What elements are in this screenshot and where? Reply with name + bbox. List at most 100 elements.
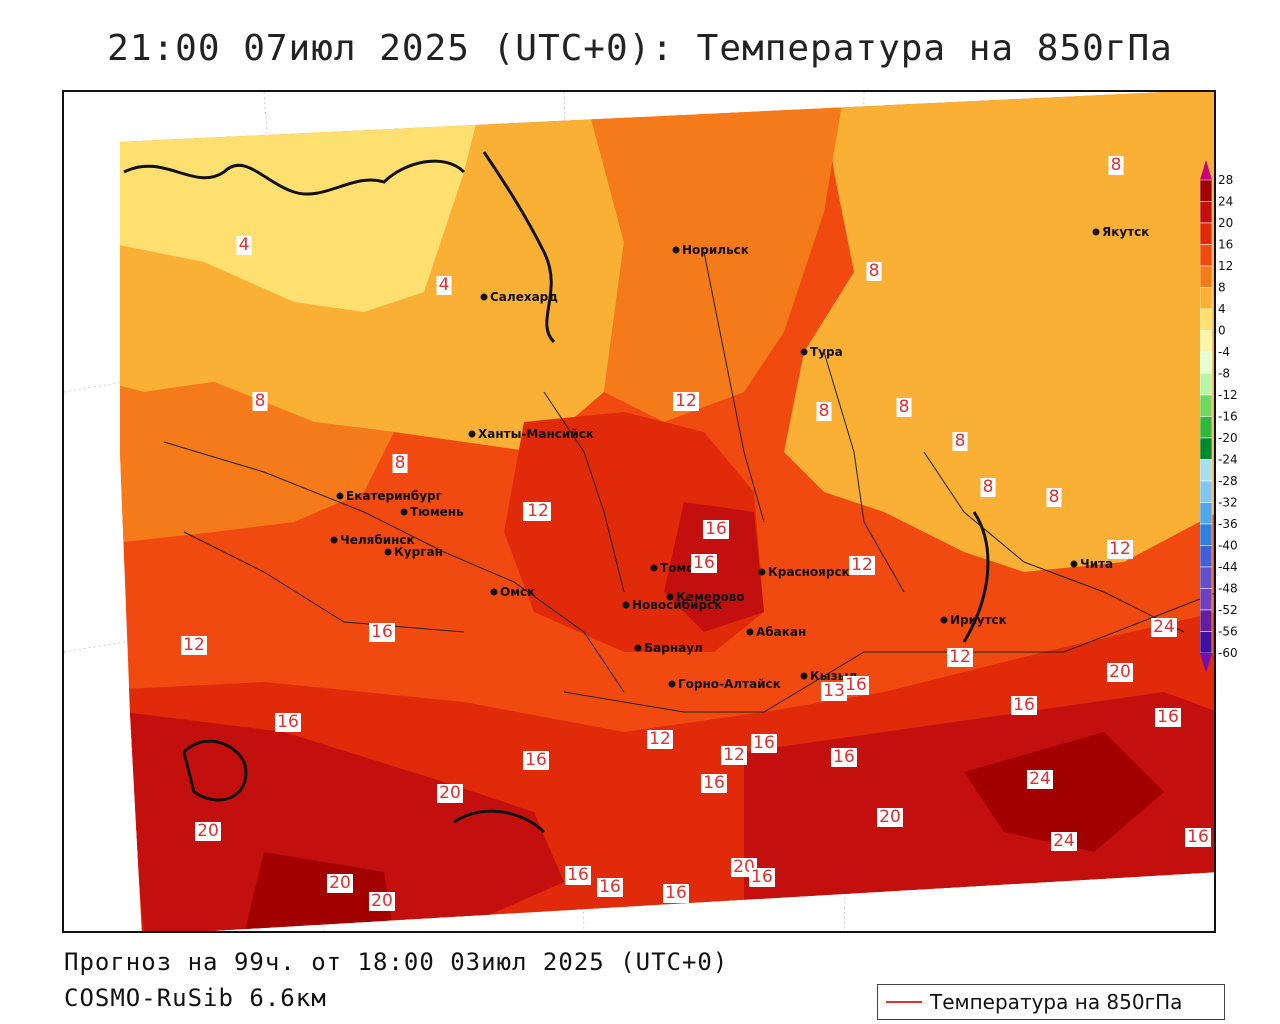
svg-text:16: 16 xyxy=(693,553,715,573)
svg-text:20: 20 xyxy=(329,873,351,893)
colorbar-segment xyxy=(1200,416,1213,439)
svg-text:16: 16 xyxy=(665,883,687,903)
isotherm-label: 4 xyxy=(236,235,252,255)
svg-text:12: 12 xyxy=(851,555,873,575)
colorbar-tick-label: -20 xyxy=(1218,431,1238,445)
colorbar-segment xyxy=(1200,244,1213,267)
svg-text:8: 8 xyxy=(869,261,880,281)
isotherm-label: 24 xyxy=(1051,831,1077,851)
svg-text:8: 8 xyxy=(899,397,910,417)
isotherm-label: 8 xyxy=(866,261,882,281)
colorbar-tick-label: -24 xyxy=(1218,453,1238,467)
svg-text:16: 16 xyxy=(751,867,773,887)
isotherm-label: 8 xyxy=(1108,155,1124,175)
colorbar-segment xyxy=(1200,480,1213,503)
svg-text:8: 8 xyxy=(1049,487,1060,507)
colorbar-segment xyxy=(1200,566,1213,589)
colorbar-tick-label: 24 xyxy=(1218,195,1233,209)
cities-layer: Норильск Якутск Салехард Тура Ханты-Мансийск… xyxy=(330,225,1149,691)
svg-text:20: 20 xyxy=(371,891,393,911)
svg-text:13: 13 xyxy=(823,681,845,701)
colorbar-bottom-arrow xyxy=(1200,653,1212,673)
city-marker xyxy=(1092,228,1100,236)
svg-text:8: 8 xyxy=(955,431,966,451)
isotherm-label: 16 xyxy=(843,675,869,695)
legend-line-swatch xyxy=(886,1001,922,1003)
svg-text:20: 20 xyxy=(879,807,901,827)
colorbar-segment xyxy=(1200,201,1213,224)
city-label: Кемерово xyxy=(676,590,745,604)
svg-text:16: 16 xyxy=(753,733,775,753)
colorbar-tick-label: -40 xyxy=(1218,539,1238,553)
isotherm-label: 16 xyxy=(1155,707,1181,727)
colorbar-tick-label: -4 xyxy=(1218,345,1230,359)
city-label: Красноярск xyxy=(768,565,850,579)
map-legend: Температура на 850гПа xyxy=(877,984,1225,1020)
isotherm-label: 8 xyxy=(252,391,268,411)
city-label: Горно-Алтайск xyxy=(678,677,781,691)
city-label: Барнаул xyxy=(644,641,703,655)
city-marker xyxy=(800,672,808,680)
svg-text:12: 12 xyxy=(949,647,971,667)
colorbar-tick-label: 4 xyxy=(1218,302,1226,316)
isotherm-label: 12 xyxy=(1107,539,1133,559)
svg-text:16: 16 xyxy=(845,675,867,695)
colorbar-segment xyxy=(1200,373,1213,396)
colorbar-top-arrow xyxy=(1200,160,1212,180)
svg-text:20: 20 xyxy=(439,783,461,803)
city-label: Тура xyxy=(810,345,843,359)
colorbar-tick-label: -60 xyxy=(1218,646,1238,660)
city-label: Салехард xyxy=(490,290,558,304)
svg-text:8: 8 xyxy=(1111,155,1122,175)
city-marker xyxy=(622,601,630,609)
svg-text:16: 16 xyxy=(599,877,621,897)
colorbar-segment xyxy=(1200,523,1213,546)
svg-text:24: 24 xyxy=(1029,769,1051,789)
colorbar-tick-label: -48 xyxy=(1218,582,1238,596)
colorbar-segment xyxy=(1200,179,1213,202)
isotherm-label: 16 xyxy=(691,553,717,573)
svg-text:16: 16 xyxy=(371,622,393,642)
svg-text:12: 12 xyxy=(723,745,745,765)
temperature-map xyxy=(64,92,1214,931)
colorbar-segment xyxy=(1200,437,1213,460)
svg-text:16: 16 xyxy=(1013,695,1035,715)
svg-text:16: 16 xyxy=(277,712,299,732)
city-label: Курган xyxy=(394,545,443,559)
colorbar-tick-label: 12 xyxy=(1218,259,1233,273)
isotherm-label: 8 xyxy=(816,401,832,421)
city-marker xyxy=(634,644,642,652)
colorbar-tick-label: -8 xyxy=(1218,367,1230,381)
colorbar-tick-label: -44 xyxy=(1218,560,1238,574)
city-marker xyxy=(468,430,476,438)
colorbar-tick-label: -52 xyxy=(1218,603,1238,617)
city-marker xyxy=(940,616,948,624)
isotherm-label: 16 xyxy=(701,773,727,793)
colorbar-tick-label: -16 xyxy=(1218,410,1238,424)
svg-text:12: 12 xyxy=(649,729,671,749)
city-label: Норильск xyxy=(682,243,749,257)
isotherm-label: 8 xyxy=(952,431,968,451)
isotherm-label: 20 xyxy=(369,891,395,911)
isotherm-label: 24 xyxy=(1027,769,1053,789)
city-marker xyxy=(650,564,658,572)
city-label: Челябинск xyxy=(340,533,415,547)
svg-text:16: 16 xyxy=(567,865,589,885)
city-label: Абакан xyxy=(756,625,806,639)
isotherm-label: 16 xyxy=(369,622,395,642)
colorbar-tick-label: -32 xyxy=(1218,496,1238,510)
isotherm-label: 20 xyxy=(877,807,903,827)
svg-text:12: 12 xyxy=(675,391,697,411)
isotherm-label: 16 xyxy=(663,883,689,903)
isotherm-label: 12 xyxy=(181,635,207,655)
isotherm-label: 12 xyxy=(647,729,673,749)
svg-text:4: 4 xyxy=(439,275,450,295)
city-label: Ханты-Мансийск xyxy=(478,427,594,441)
temperature-colorbar: 28 24 20 16 12 8 4 0 -4 -8 -12 -16 -20 -24 -28 -32 -36 -4… xyxy=(1200,160,1238,673)
city-label: Чита xyxy=(1080,557,1113,571)
isotherm-label: 12 xyxy=(849,555,875,575)
map-area[interactable]: Норильск Якутск Салехард Тура Ханты-Мансийск… xyxy=(62,90,1216,933)
svg-text:24: 24 xyxy=(1053,831,1075,851)
svg-text:12: 12 xyxy=(1109,539,1131,559)
svg-text:16: 16 xyxy=(525,750,547,770)
